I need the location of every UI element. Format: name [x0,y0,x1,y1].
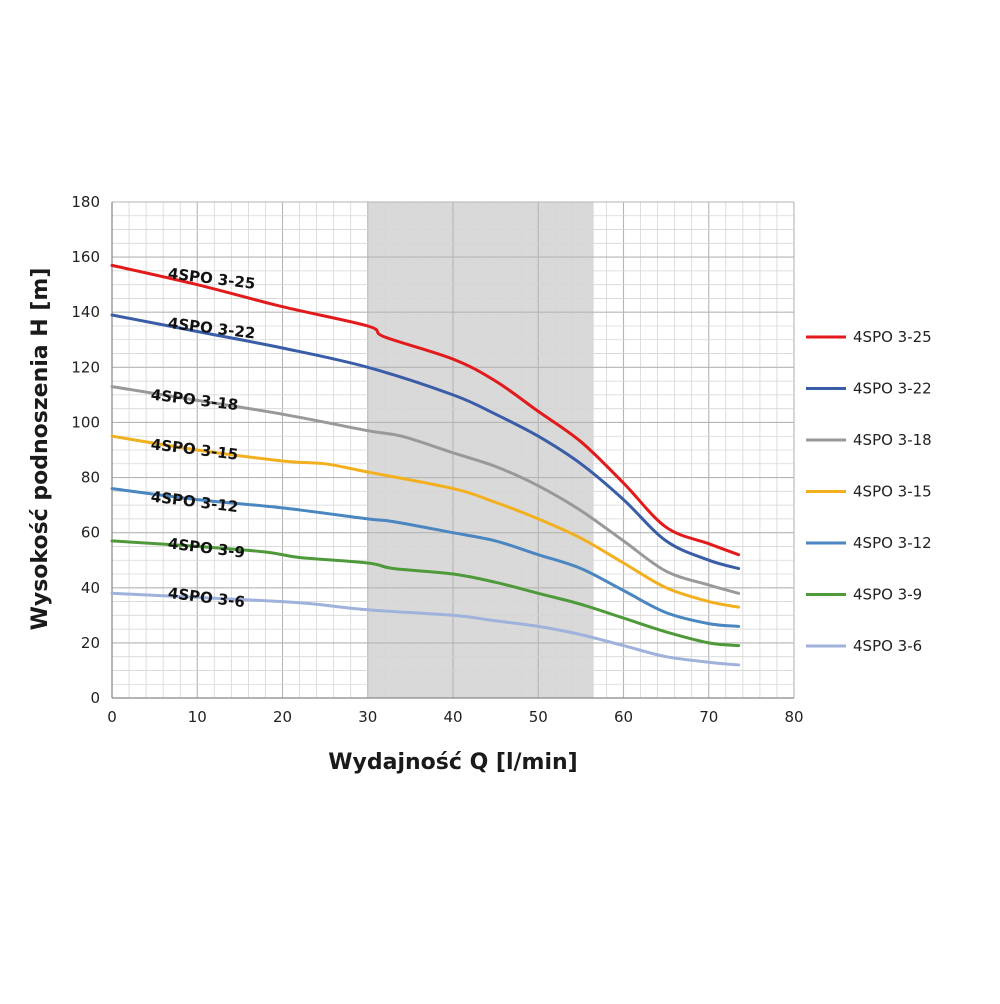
y-tick-label: 120 [71,358,100,376]
x-tick-label: 30 [358,708,377,726]
y-tick-label: 40 [81,579,100,597]
x-tick-label: 60 [614,708,633,726]
y-axis-title: Wysokość podnoszenia H [m] [28,268,53,631]
legend-label-4spo-3-25: 4SPO 3-25 [853,328,932,346]
x-axis-title: Wydajność Q [l/min] [328,750,578,775]
series-line-4spo-3-9 [110,539,741,648]
axes: 0 10 20 30 40 50 60 70 80 0 20 40 60 80 100 120 140 160 18… [71,193,803,726]
legend-label-4spo-3-9: 4SPO 3-9 [853,586,922,604]
series-line-4spo-3-22 [110,313,741,570]
x-tick-label: 80 [784,708,803,726]
x-tick-label: 40 [443,708,462,726]
y-tick-label: 20 [81,634,100,652]
x-tick-label: 0 [107,708,117,726]
series-line-4spo-3-12 [110,487,741,628]
legend: 4SPO 3-25 4SPO 3-22 4SPO 3-18 4SPO 3-15 4SPO… [806,328,932,655]
legend-label-4spo-3-15: 4SPO 3-15 [853,483,932,501]
legend-label-4spo-3-12: 4SPO 3-12 [853,534,932,552]
legend-label-4spo-3-18: 4SPO 3-18 [853,431,932,449]
legend-label-4spo-3-22: 4SPO 3-22 [853,380,932,398]
y-tick-label: 180 [71,193,100,211]
inline-label-4spo-3-9: 4SPO 3-9 [167,534,246,561]
series-line-4spo-3-25 [110,263,741,557]
y-tick-label: 0 [90,689,100,707]
legend-label-4spo-3-6: 4SPO 3-6 [853,637,922,655]
series-line-4spo-3-6 [110,591,741,667]
series-line-4spo-3-15 [110,434,741,609]
x-tick-label: 70 [699,708,718,726]
y-tick-label: 160 [71,248,100,266]
y-tick-label: 80 [81,469,100,487]
y-tick-label: 140 [71,303,100,321]
y-tick-label: 60 [81,524,100,542]
x-tick-label: 50 [529,708,548,726]
series-line-4spo-3-18 [110,385,741,595]
y-tick-label: 100 [71,413,100,431]
x-tick-label: 20 [273,708,292,726]
x-tick-label: 10 [188,708,207,726]
series-lines [110,263,741,667]
